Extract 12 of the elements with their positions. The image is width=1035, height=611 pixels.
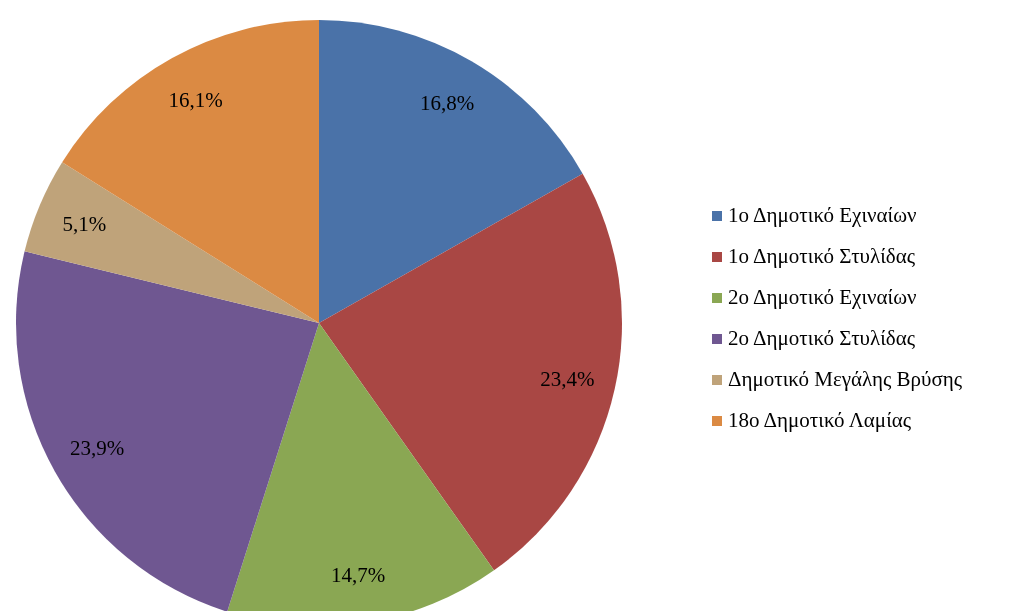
data-label: 14,7% — [330, 562, 386, 587]
legend-label: Δημοτικό Μεγάλης Βρύσης — [728, 367, 963, 392]
legend-label: 18ο Δημοτικό Λαμίας — [728, 408, 912, 433]
data-label: 23,9% — [70, 435, 125, 460]
data-label: 16,1% — [168, 88, 223, 113]
legend-label: 2ο Δημοτικό Εχιναίων — [728, 285, 917, 310]
legend-label: 2ο Δημοτικό Στυλίδας — [728, 326, 916, 351]
legend-label: 1ο Δημοτικό Στυλίδας — [728, 244, 916, 269]
data-label: 16,8% — [420, 91, 475, 116]
legend-label: 1ο Δημοτικό Εχιναίων — [728, 203, 917, 228]
data-label: 23,4% — [540, 366, 595, 391]
data-label: 5,1% — [62, 212, 107, 237]
